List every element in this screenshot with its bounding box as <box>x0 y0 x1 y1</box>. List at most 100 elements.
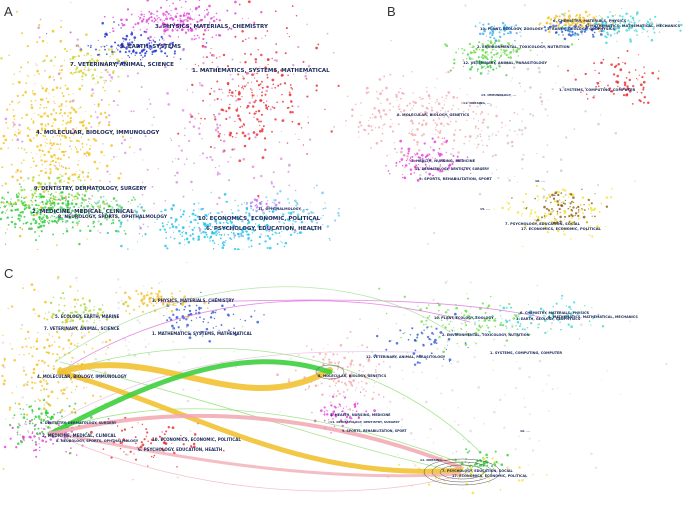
a-background-point <box>306 23 308 26</box>
a-cluster-point <box>40 129 44 132</box>
a-background-point <box>235 99 238 102</box>
a-cluster-point <box>99 204 102 207</box>
c-cluster-point <box>48 323 50 325</box>
b-cluster-point <box>431 137 434 140</box>
b-cluster-point <box>529 49 532 52</box>
c-cluster-point <box>508 319 511 322</box>
a-label-8: 8. NEUROLOGY, SPORTS, OPHTHALMOLOGY <box>58 214 168 220</box>
a-cluster-point <box>38 222 41 225</box>
b-cluster-point <box>438 161 440 163</box>
b-cluster-point <box>536 218 540 222</box>
a-cluster-point <box>103 154 105 156</box>
a-cluster-point <box>27 204 31 207</box>
a-cluster-point <box>81 72 84 75</box>
c-cluster-point <box>145 437 148 440</box>
a-cluster-point <box>80 201 84 205</box>
a-cluster-point <box>121 22 123 25</box>
c-cluster-point <box>565 305 568 307</box>
c-cluster-point <box>97 317 99 319</box>
a-cluster-point <box>98 200 101 202</box>
a-cluster-point <box>254 58 258 61</box>
c-cluster-point <box>108 338 112 342</box>
c-cluster-point <box>568 305 571 309</box>
a-cluster-point <box>271 130 273 133</box>
c-cluster-point <box>50 390 54 394</box>
c-cluster-point <box>86 307 88 309</box>
a-cluster-point <box>36 210 40 213</box>
a-background-point <box>222 150 225 153</box>
c-cluster-point <box>178 361 181 364</box>
c-cluster-point <box>323 406 326 409</box>
a-cluster-point <box>204 14 206 16</box>
a-cluster-point <box>36 145 39 148</box>
b-cluster-point <box>643 66 645 68</box>
c-cluster-point <box>518 466 521 469</box>
a-cluster-point <box>54 188 56 190</box>
b-cluster-point <box>439 165 442 168</box>
c-cluster-point <box>471 468 473 471</box>
b-cluster-point <box>564 12 566 15</box>
a-cluster-point <box>164 244 167 248</box>
b-cluster-point <box>462 169 465 171</box>
a-cluster-point <box>54 56 57 59</box>
c-cluster-point <box>153 395 155 397</box>
c-cluster-point <box>70 318 72 320</box>
c-cluster-point <box>374 354 377 357</box>
c-cluster-point <box>30 405 33 407</box>
a-cluster-point <box>63 47 67 51</box>
b-cluster-point <box>419 96 421 99</box>
a-cluster-point <box>204 231 207 234</box>
a-cluster-point <box>69 139 71 141</box>
a-cluster-point <box>49 216 51 218</box>
c-cluster-point <box>68 316 71 319</box>
c-cluster-point <box>88 309 92 313</box>
b-cluster-point <box>467 101 470 104</box>
a-cluster-point <box>282 218 284 220</box>
b-cluster-point <box>593 62 596 65</box>
a-cluster-point <box>208 21 211 23</box>
a-cluster-point <box>167 221 169 223</box>
a-cluster-point <box>251 89 253 91</box>
b-cluster-point <box>410 119 414 123</box>
a-cluster-point <box>42 134 45 137</box>
a-cluster-point <box>169 42 171 45</box>
a-cluster-point <box>15 193 18 195</box>
a-cluster-point <box>149 48 152 51</box>
b-cluster-point <box>409 157 412 159</box>
b-cluster-point <box>643 96 646 99</box>
a-cluster-point <box>64 220 68 224</box>
c-cluster-point <box>46 415 49 418</box>
c-cluster-point <box>518 479 521 482</box>
b-cluster-point <box>564 199 567 202</box>
b-cluster-point <box>389 102 392 105</box>
a-cluster-point <box>53 205 56 207</box>
a-cluster-point <box>62 95 65 98</box>
a-label-3: 3. PHYSICS, MATERIALS, CHEMISTRY <box>155 24 269 30</box>
c-cluster-point <box>181 303 184 306</box>
a-cluster-point <box>190 29 193 32</box>
a-cluster-point <box>72 72 75 74</box>
b-cluster-point <box>469 137 471 139</box>
c-cluster-point <box>172 299 174 301</box>
a-cluster-point <box>73 215 76 218</box>
b-label-1: 1. SYSTEMS, COMPUTING, COMPUTER <box>559 88 635 92</box>
a-cluster-point <box>337 214 340 217</box>
a-background-point <box>151 124 153 126</box>
b-cluster-point <box>486 51 489 53</box>
b-label-5: 5. HEALTH, NURSING, MEDICINE <box>411 159 476 163</box>
b-cluster-point <box>498 35 502 39</box>
c-cluster-point <box>430 325 433 328</box>
b-cluster-point <box>403 154 405 156</box>
b-cluster-point <box>529 215 531 217</box>
c-cluster-point <box>146 431 149 434</box>
c-cluster-point <box>429 427 432 431</box>
a-cluster-point <box>209 212 212 214</box>
c-cluster-point <box>508 302 511 306</box>
a-cluster-point <box>143 30 146 33</box>
a-cluster-point <box>131 208 133 211</box>
b-cluster-point <box>616 32 618 35</box>
a-cluster-point <box>39 182 43 186</box>
a-cluster-point <box>289 211 293 215</box>
c-cluster-point <box>92 309 95 311</box>
c-cluster-point <box>332 380 335 383</box>
